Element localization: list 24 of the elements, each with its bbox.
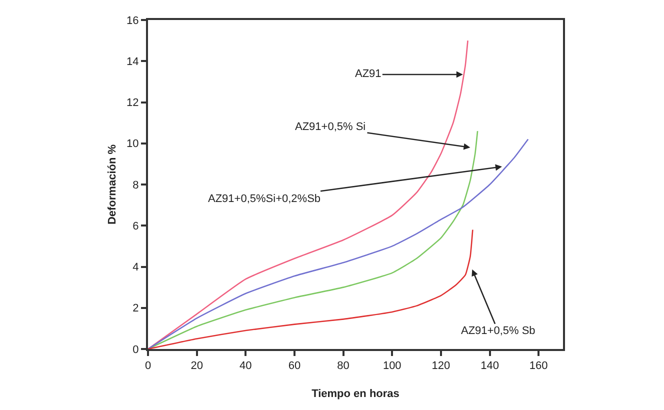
annotation: AZ91+0,5% Sb: [461, 325, 536, 337]
annotation: AZ91+0,5%Si+0,2%Sb: [208, 193, 321, 205]
x-tick-label: 0: [144, 360, 152, 372]
y-tick-label: 4: [132, 262, 139, 274]
y-tick-label: 14: [126, 56, 139, 68]
annotation: AZ91+0,5% Si: [295, 121, 366, 133]
y-tick-label: 0: [132, 344, 139, 356]
x-tick-label: 60: [288, 360, 301, 372]
y-tick-label: 6: [132, 220, 139, 232]
y-tick-label: 8: [132, 179, 139, 192]
y-tick-label: 16: [126, 14, 139, 27]
y-axis-title: Deformación %: [106, 144, 119, 225]
x-tick-label: 140: [480, 360, 499, 372]
y-tick-label: 2: [132, 302, 139, 315]
y-tick-label: 12: [126, 97, 139, 110]
x-axis-title: Tiempo en horas: [312, 388, 400, 400]
x-tick-label: 80: [337, 360, 350, 372]
x-tick-label: 160: [529, 360, 548, 372]
annotation: AZ91: [355, 68, 382, 80]
x-tick-label: 120: [432, 360, 450, 372]
x-tick-label: 20: [190, 360, 203, 372]
x-tick-label: 100: [382, 360, 402, 372]
x-tick-label: 40: [240, 360, 252, 372]
y-tick-label: 10: [126, 138, 139, 150]
